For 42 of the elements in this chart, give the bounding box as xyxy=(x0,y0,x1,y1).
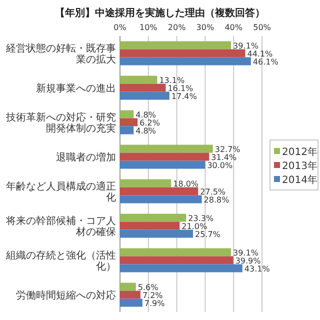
tick: 30% xyxy=(196,23,214,32)
value-label: 13.1% xyxy=(159,76,185,85)
value-label: 23.3% xyxy=(188,214,214,223)
tick: 40% xyxy=(224,23,242,32)
category: 経営状態の好転・既存事業の拡大 xyxy=(6,43,116,66)
value-label: 44.1% xyxy=(247,49,273,58)
category: 技術革新への対応・研究開発体制の充実 xyxy=(6,112,116,134)
value-label: 17.4% xyxy=(171,92,197,101)
value-label: 46.1% xyxy=(252,57,278,66)
value-label: 16.1% xyxy=(168,84,194,93)
value-label: 39.1% xyxy=(233,41,258,50)
category: 組織の存続と強化（活性化） xyxy=(6,250,116,272)
value-label: 39.1% xyxy=(233,248,258,258)
tick: 10% xyxy=(140,23,158,32)
value-label: 32.7% xyxy=(214,144,240,154)
category: 労働時間短縮への対応 xyxy=(16,290,116,302)
value-label: 4.8% xyxy=(136,110,156,120)
category: 退職者の増加 xyxy=(56,152,116,164)
value-label: 27.5% xyxy=(200,187,226,196)
category: 将来の幹部候補・コア人材の確保 xyxy=(6,216,116,238)
value-label: 43.1% xyxy=(244,264,270,274)
category: 新規事業への進出 xyxy=(36,83,116,94)
value-label: 18.0% xyxy=(173,179,199,188)
tick: 50% xyxy=(253,23,271,32)
value-label: 25.7% xyxy=(195,230,220,239)
value-label: 6.2% xyxy=(140,118,160,128)
tick: 0% xyxy=(114,23,126,32)
value-label: 39.9% xyxy=(235,256,261,266)
value-label: 4.8% xyxy=(136,126,156,136)
category: 年齢など人員構成の適正化 xyxy=(6,181,116,204)
value-label: 7.2% xyxy=(142,290,163,300)
legend-label: 2014年 xyxy=(282,175,318,186)
value-label: 7.9% xyxy=(144,298,165,308)
value-label: 31.4% xyxy=(211,152,237,162)
value-label: 21.0% xyxy=(182,222,208,231)
value-label: 28.8% xyxy=(204,195,230,204)
tick: 20% xyxy=(168,23,186,32)
title: 【年別】中途採用を実施した理由（複数回答） xyxy=(55,8,265,19)
legend-label: 2013年 xyxy=(282,161,318,172)
value-label: 30.0% xyxy=(207,160,233,170)
value-label: 5.6% xyxy=(138,282,158,292)
legend-label: 2012年 xyxy=(282,147,318,158)
